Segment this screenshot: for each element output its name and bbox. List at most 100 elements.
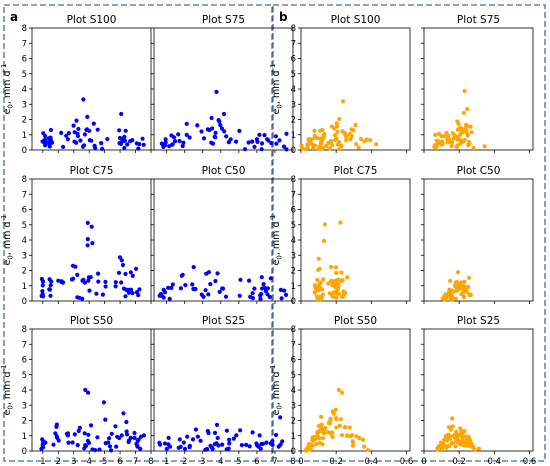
x-tick-label: 1 xyxy=(164,457,169,466)
scatter-point xyxy=(82,143,87,148)
scatter-point xyxy=(464,289,469,294)
scatter-point xyxy=(86,278,91,283)
scatter-point xyxy=(343,290,348,295)
y-tick-label: 0 xyxy=(291,447,296,457)
scatter-point xyxy=(269,141,274,146)
scatter-point xyxy=(122,138,128,143)
scatter-point xyxy=(61,144,66,149)
scatter-point xyxy=(234,139,239,144)
scatter-point xyxy=(103,279,108,284)
y-tick-label: 6 xyxy=(22,55,27,65)
scatter-point xyxy=(260,441,266,446)
scatter-point xyxy=(337,291,342,296)
y-tick-label: 0 xyxy=(291,146,296,156)
scatter-point xyxy=(206,292,211,297)
scatter-point xyxy=(181,440,186,445)
y-axis-label: e0, mm d-1 xyxy=(0,365,15,416)
scatter-point xyxy=(201,294,206,299)
plot-title: Plot S75 xyxy=(202,14,245,26)
scatter-point xyxy=(97,447,102,452)
scatter-point xyxy=(309,137,314,142)
scatter-point xyxy=(195,123,200,128)
scatter-point xyxy=(328,418,333,423)
scatter-point xyxy=(43,143,48,148)
scatter-point xyxy=(280,439,285,444)
scatter-point xyxy=(354,142,359,147)
plot-axes-box xyxy=(423,178,534,302)
x-tick-label: 0.4 xyxy=(365,457,379,466)
scatter-point xyxy=(119,433,124,438)
scatter-point xyxy=(190,437,196,442)
scatter-point xyxy=(319,422,324,427)
x-tick-label: 7 xyxy=(272,457,277,466)
scatter-point xyxy=(80,296,85,301)
scatter-point xyxy=(442,134,447,139)
scatter-point xyxy=(93,448,98,453)
scatter-point xyxy=(88,275,93,280)
scatter-point xyxy=(234,433,239,438)
scatter-point xyxy=(444,295,449,300)
scatter-point xyxy=(162,441,168,446)
x-tick-label: 3 xyxy=(200,457,205,466)
scatter-point xyxy=(121,411,126,416)
scatter-point xyxy=(242,147,248,152)
scatter-point xyxy=(465,107,470,112)
scatter-point xyxy=(76,428,81,434)
scatter-point xyxy=(75,443,80,448)
scatter-point xyxy=(132,430,137,436)
x-tick-label: 0.6 xyxy=(523,457,537,466)
scatter-point xyxy=(193,427,198,432)
y-tick-label: 7 xyxy=(22,190,27,200)
scatter-point xyxy=(364,137,369,142)
scatter-point xyxy=(273,134,278,139)
scatter-point xyxy=(226,446,231,451)
scatter-point xyxy=(90,241,95,246)
y-tick-label: 3 xyxy=(22,100,27,110)
scatter-point xyxy=(103,284,108,289)
panel-a-frame xyxy=(3,4,273,462)
scatter-points xyxy=(440,270,473,302)
scatter-point xyxy=(321,146,326,151)
scatter-point xyxy=(73,264,78,269)
scatter-point xyxy=(198,438,203,443)
scatter-point xyxy=(227,437,232,442)
y-axis-label: e0, mm d-1 xyxy=(269,215,284,266)
scatter-point xyxy=(451,440,456,445)
scatter-point xyxy=(137,287,142,292)
plot-axes-box xyxy=(300,27,411,151)
plot-title: Plot S50 xyxy=(334,315,377,327)
scatter-point xyxy=(437,444,442,449)
scatter-point xyxy=(461,110,466,115)
scatter-point xyxy=(167,296,172,301)
y-tick-label: 6 xyxy=(291,55,296,65)
scatter-point xyxy=(187,135,192,140)
plot-axes-box xyxy=(300,178,411,302)
scatter-point xyxy=(244,442,249,447)
scatter-point xyxy=(327,146,332,151)
scatter-point xyxy=(64,133,69,138)
plot-plot-c50: Plot C50 xyxy=(421,165,534,304)
y-tick-label: 8 xyxy=(22,325,27,335)
scatter-point xyxy=(326,281,331,286)
scatter-point xyxy=(95,435,100,440)
scatter-point xyxy=(265,286,270,291)
scatter-point xyxy=(128,435,133,440)
scatter-point xyxy=(162,290,168,295)
scatter-point xyxy=(42,137,48,142)
scatter-point xyxy=(334,425,339,430)
plot-plot-c75: Plot C75 0 1 2 3 4 5 6 7 8 e0, mm d-1 xyxy=(0,165,152,307)
scatter-point xyxy=(86,432,91,437)
scatter-point xyxy=(262,285,267,290)
scatter-point xyxy=(264,440,269,445)
scatter-point xyxy=(117,435,122,441)
scatter-point xyxy=(320,127,325,133)
scatter-point xyxy=(82,280,88,285)
scatter-point xyxy=(123,294,128,299)
scatter-point xyxy=(95,127,100,132)
scatter-point xyxy=(246,140,251,145)
scatter-point xyxy=(124,432,130,437)
scatter-points xyxy=(39,387,147,453)
scatter-point xyxy=(250,139,255,144)
scatter-point xyxy=(450,416,455,421)
scatter-point xyxy=(336,387,341,393)
